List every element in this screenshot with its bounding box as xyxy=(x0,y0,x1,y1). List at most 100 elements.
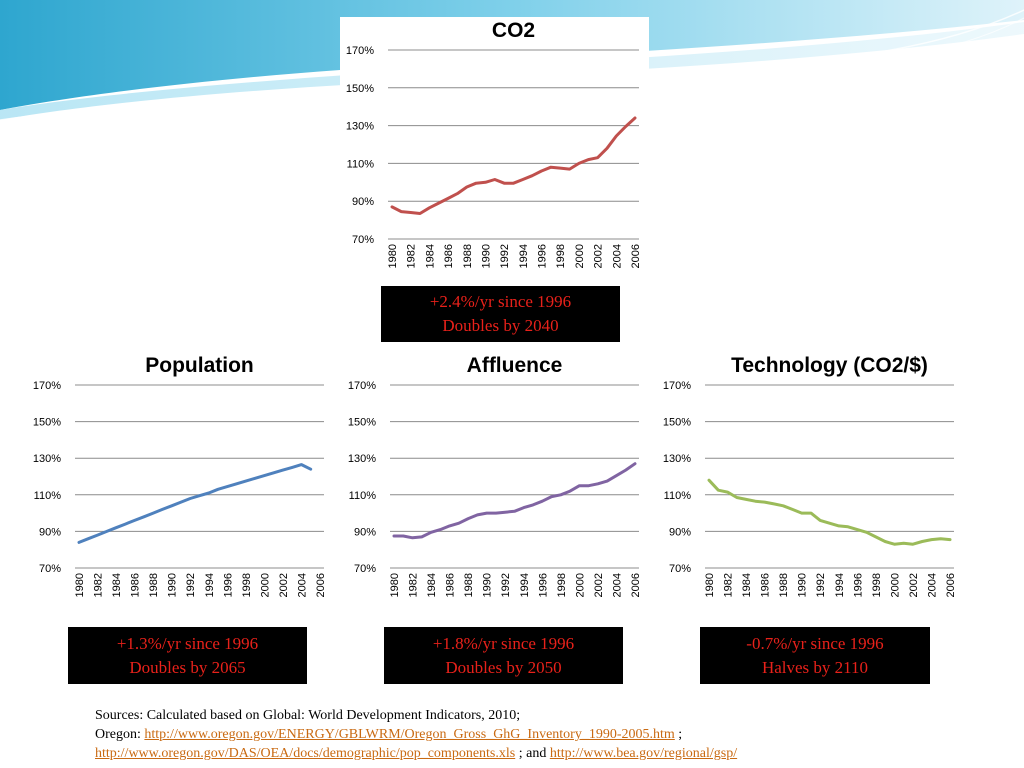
x-tick-label: 1992 xyxy=(815,573,827,597)
chart-svg: CO2 70% 90% 110% 130% 150% 170% 1980 1982 1984 198… xyxy=(346,19,642,268)
x-tick-label: 1980 xyxy=(389,573,401,597)
x-tick-label: 2000 xyxy=(889,573,901,597)
x-tick-label: 1996 xyxy=(537,573,549,597)
x-tick-label: 1990 xyxy=(480,244,492,268)
y-tick-label: 90% xyxy=(352,196,374,208)
x-tick-label: 2002 xyxy=(278,573,290,597)
chart-svg: Technology (CO2/$) 70% 90% 110% 130% 150% 170%… xyxy=(663,354,957,597)
x-tick-label: 2000 xyxy=(574,244,586,268)
chart-title: Affluence xyxy=(467,354,563,377)
sources-note: Sources: Calculated based on Global: Wor… xyxy=(95,706,995,763)
callout-population-doubling: Doubles by 2065 xyxy=(129,657,246,677)
x-tick-label: 2000 xyxy=(259,573,271,597)
series-line xyxy=(390,116,637,215)
bea-gsp-link[interactable]: http://www.bea.gov/regional/gsp/ xyxy=(549,746,738,761)
callout-population: +1.3%/yr since 1996 Doubles by 2065 xyxy=(68,627,307,684)
x-tick-label: 1994 xyxy=(518,244,530,268)
x-tick-label: 1986 xyxy=(760,573,772,597)
y-tick-label: 70% xyxy=(669,563,691,575)
chart-affluence: Affluence 70% 90% 110% 130% 150% 170% 1980 1982 1… xyxy=(342,352,649,614)
x-tick-label: 1998 xyxy=(241,573,253,597)
x-tick-label: 1988 xyxy=(148,573,160,597)
chart-title: CO2 xyxy=(492,19,535,42)
oregon-ghg-inventory-link[interactable]: http://www.oregon.gov/ENERGY/GBLWRM/Oreg… xyxy=(144,727,675,742)
chart-svg: Population 70% 90% 110% 130% 150% 170% 1980 1982… xyxy=(33,354,327,597)
callout-technology-rate: -0.7%/yr since 1996 xyxy=(746,633,884,653)
callout-technology-halving: Halves by 2110 xyxy=(761,657,869,677)
y-tick-label: 90% xyxy=(354,526,376,538)
x-tick-label: 2006 xyxy=(945,573,957,597)
x-tick-label: 1988 xyxy=(463,573,475,597)
series-line xyxy=(77,463,313,544)
x-tick-label: 1986 xyxy=(443,244,455,268)
y-tick-label: 70% xyxy=(39,563,61,575)
chart-svg: Affluence 70% 90% 110% 130% 150% 170% 1980 1982 1… xyxy=(348,354,642,597)
x-tick-label: 1996 xyxy=(852,573,864,597)
y-tick-label: 110% xyxy=(349,490,377,502)
y-tick-label: 110% xyxy=(34,490,62,502)
x-tick-label: 2006 xyxy=(630,244,642,268)
x-tick-label: 1990 xyxy=(482,573,494,597)
x-tick-label: 1998 xyxy=(871,573,883,597)
x-tick-label: 1998 xyxy=(555,244,567,268)
x-tick-label: 1984 xyxy=(741,573,753,597)
callout-co2-rate: +2.4%/yr since 1996 xyxy=(429,292,572,311)
x-tick-label: 1996 xyxy=(222,573,234,597)
x-tick-label: 1988 xyxy=(778,573,790,597)
callout-co2-doubling: Doubles by 2040 xyxy=(442,316,559,335)
y-tick-label: 110% xyxy=(347,158,375,170)
y-tick-label: 170% xyxy=(348,380,376,392)
separator-1: ; xyxy=(674,727,683,742)
x-tick-label: 1982 xyxy=(406,244,418,268)
y-tick-label: 130% xyxy=(663,453,691,465)
x-tick-label: 1992 xyxy=(500,573,512,597)
series-line xyxy=(707,478,952,546)
callout-co2: +2.4%/yr since 1996 Doubles by 2040 xyxy=(381,286,620,342)
x-tick-label: 2006 xyxy=(630,573,642,597)
y-tick-label: 150% xyxy=(348,417,376,429)
x-tick-label: 1992 xyxy=(499,244,511,268)
y-tick-label: 130% xyxy=(33,453,61,465)
x-tick-label: 1990 xyxy=(797,573,809,597)
chart-title: Population xyxy=(145,354,254,377)
x-tick-label: 1996 xyxy=(537,244,549,268)
y-tick-label: 90% xyxy=(39,526,61,538)
y-tick-label: 170% xyxy=(33,380,61,392)
y-tick-label: 170% xyxy=(663,380,691,392)
callout-technology: -0.7%/yr since 1996 Halves by 2110 xyxy=(700,627,930,684)
x-tick-label: 1994 xyxy=(834,573,846,597)
chart-technology: Technology (CO2/$) 70% 90% 110% 130% 150% 170%… xyxy=(657,352,964,614)
y-tick-label: 130% xyxy=(346,121,374,133)
x-tick-label: 2002 xyxy=(908,573,920,597)
x-tick-label: 1994 xyxy=(204,573,216,597)
oregon-population-link[interactable]: http://www.oregon.gov/DAS/OEA/docs/demog… xyxy=(95,746,516,761)
separator-2: ; and xyxy=(515,746,550,761)
y-tick-label: 150% xyxy=(346,83,374,95)
x-tick-label: 1982 xyxy=(408,573,420,597)
sources-line-3: http://www.oregon.gov/DAS/OEA/docs/demog… xyxy=(95,744,995,763)
x-tick-label: 1984 xyxy=(426,573,438,597)
y-tick-label: 130% xyxy=(348,453,376,465)
y-tick-label: 70% xyxy=(354,563,376,575)
y-tick-label: 110% xyxy=(664,490,692,502)
x-tick-label: 2004 xyxy=(296,573,308,597)
x-tick-label: 1994 xyxy=(519,573,531,597)
callout-affluence-doubling: Doubles by 2050 xyxy=(445,657,562,677)
x-tick-label: 2004 xyxy=(926,573,938,597)
x-tick-label: 1982 xyxy=(93,573,105,597)
x-tick-label: 1984 xyxy=(111,573,123,597)
x-tick-label: 2002 xyxy=(593,573,605,597)
x-tick-label: 1980 xyxy=(387,244,399,268)
x-tick-label: 1986 xyxy=(445,573,457,597)
y-tick-label: 90% xyxy=(669,526,691,538)
x-tick-label: 2002 xyxy=(593,244,605,268)
chart-title: Technology (CO2/$) xyxy=(731,354,928,377)
sources-line-1: Sources: Calculated based on Global: Wor… xyxy=(95,708,521,723)
y-tick-label: 150% xyxy=(663,417,691,429)
x-tick-label: 2006 xyxy=(315,573,327,597)
callout-affluence: +1.8%/yr since 1996 Doubles by 2050 xyxy=(384,627,623,684)
x-tick-label: 1982 xyxy=(723,573,735,597)
x-tick-label: 2004 xyxy=(611,244,623,268)
series-line xyxy=(392,462,637,540)
y-tick-label: 70% xyxy=(352,234,374,246)
